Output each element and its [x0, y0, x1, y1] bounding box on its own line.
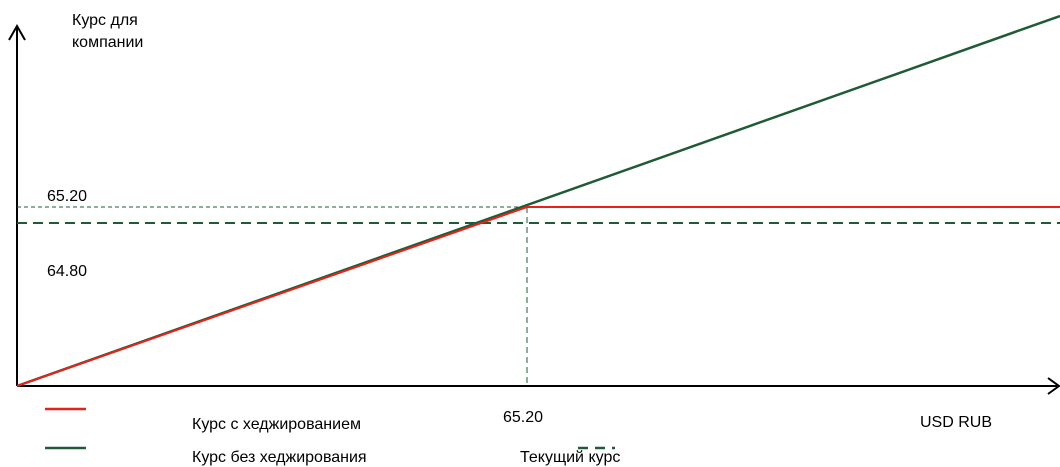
x-axis-arrow-icon [1047, 377, 1060, 395]
x-strike-label: 65.20 [503, 409, 543, 426]
y-axis-title-line-1: Курс для [72, 12, 138, 29]
y-axis-arrow-icon [8, 23, 26, 41]
y-current-label: 64.80 [47, 263, 87, 280]
y-axis-title: Курс для компании [72, 12, 143, 51]
series-hedged-line [16, 206, 1060, 387]
y-strike-label: 65.20 [47, 188, 87, 205]
legend-label-unhedged: Курс без хеджирования [192, 449, 367, 466]
y-axis-title-line-2: компании [72, 34, 143, 51]
legend-label-hedged: Курс с хеджированием [192, 416, 361, 433]
x-axis-title: USD RUB [920, 414, 992, 431]
legend-label-current: Текущий курс [520, 449, 620, 466]
